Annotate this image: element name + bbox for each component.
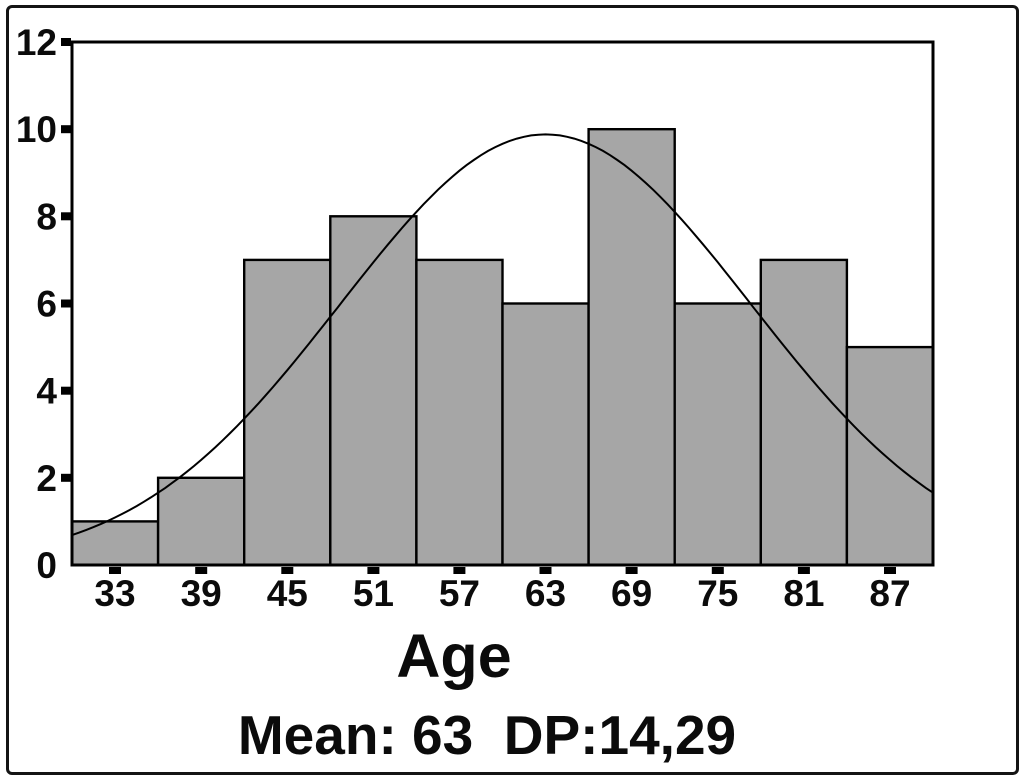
y-tick-label: 10 — [16, 109, 57, 150]
histogram-bar — [156, 476, 246, 567]
histogram-bar — [329, 215, 418, 567]
chart-subtitle: Mean: 63 DP:14,29 — [237, 704, 737, 766]
histogram-bar — [242, 258, 332, 567]
y-tick-label: 12 — [16, 22, 57, 63]
histogram-bar — [845, 345, 935, 567]
x-tick-label: 69 — [611, 573, 652, 614]
x-axis-tick — [711, 567, 724, 574]
y-axis-tick — [61, 299, 71, 308]
y-tick-label: 2 — [36, 458, 57, 499]
x-axis-tick — [281, 567, 294, 574]
x-axis-tick — [625, 567, 638, 574]
y-axis-tick — [61, 125, 71, 134]
histogram-bar — [70, 520, 160, 567]
y-axis-tick — [61, 386, 71, 395]
x-axis-tick — [453, 567, 466, 574]
histogram-bar — [673, 302, 763, 567]
y-tick-label: 0 — [36, 545, 57, 586]
chart-title: Age — [396, 622, 512, 690]
y-tick-label: 4 — [36, 371, 57, 412]
histogram-bar — [587, 127, 676, 567]
y-tick-label: 6 — [36, 284, 57, 325]
x-axis-tick — [539, 567, 552, 574]
x-axis-tick — [367, 567, 380, 574]
x-tick-label: 45 — [267, 573, 308, 614]
histogram-bar — [759, 258, 849, 567]
x-axis-tick — [797, 567, 810, 574]
x-axis-tick — [109, 567, 121, 574]
x-axis-tick — [195, 567, 208, 574]
x-tick-label: 33 — [94, 573, 135, 614]
x-tick-label: 57 — [439, 573, 480, 614]
x-tick-label: 39 — [181, 573, 222, 614]
plot-frame — [70, 40, 935, 567]
x-tick-label: 63 — [525, 573, 566, 614]
x-tick-label: 87 — [869, 573, 910, 614]
x-tick-label: 81 — [783, 573, 824, 614]
y-tick-label: 8 — [36, 196, 57, 237]
histogram-bar — [415, 258, 504, 567]
x-tick-label: 51 — [353, 573, 394, 614]
x-axis-tick — [884, 567, 896, 574]
normal-curve — [71, 133, 934, 537]
y-axis-tick — [61, 473, 71, 482]
histogram-bar — [501, 302, 590, 567]
y-axis-tick — [61, 38, 71, 46]
y-axis-tick — [61, 212, 71, 221]
x-tick-label: 75 — [697, 573, 738, 614]
